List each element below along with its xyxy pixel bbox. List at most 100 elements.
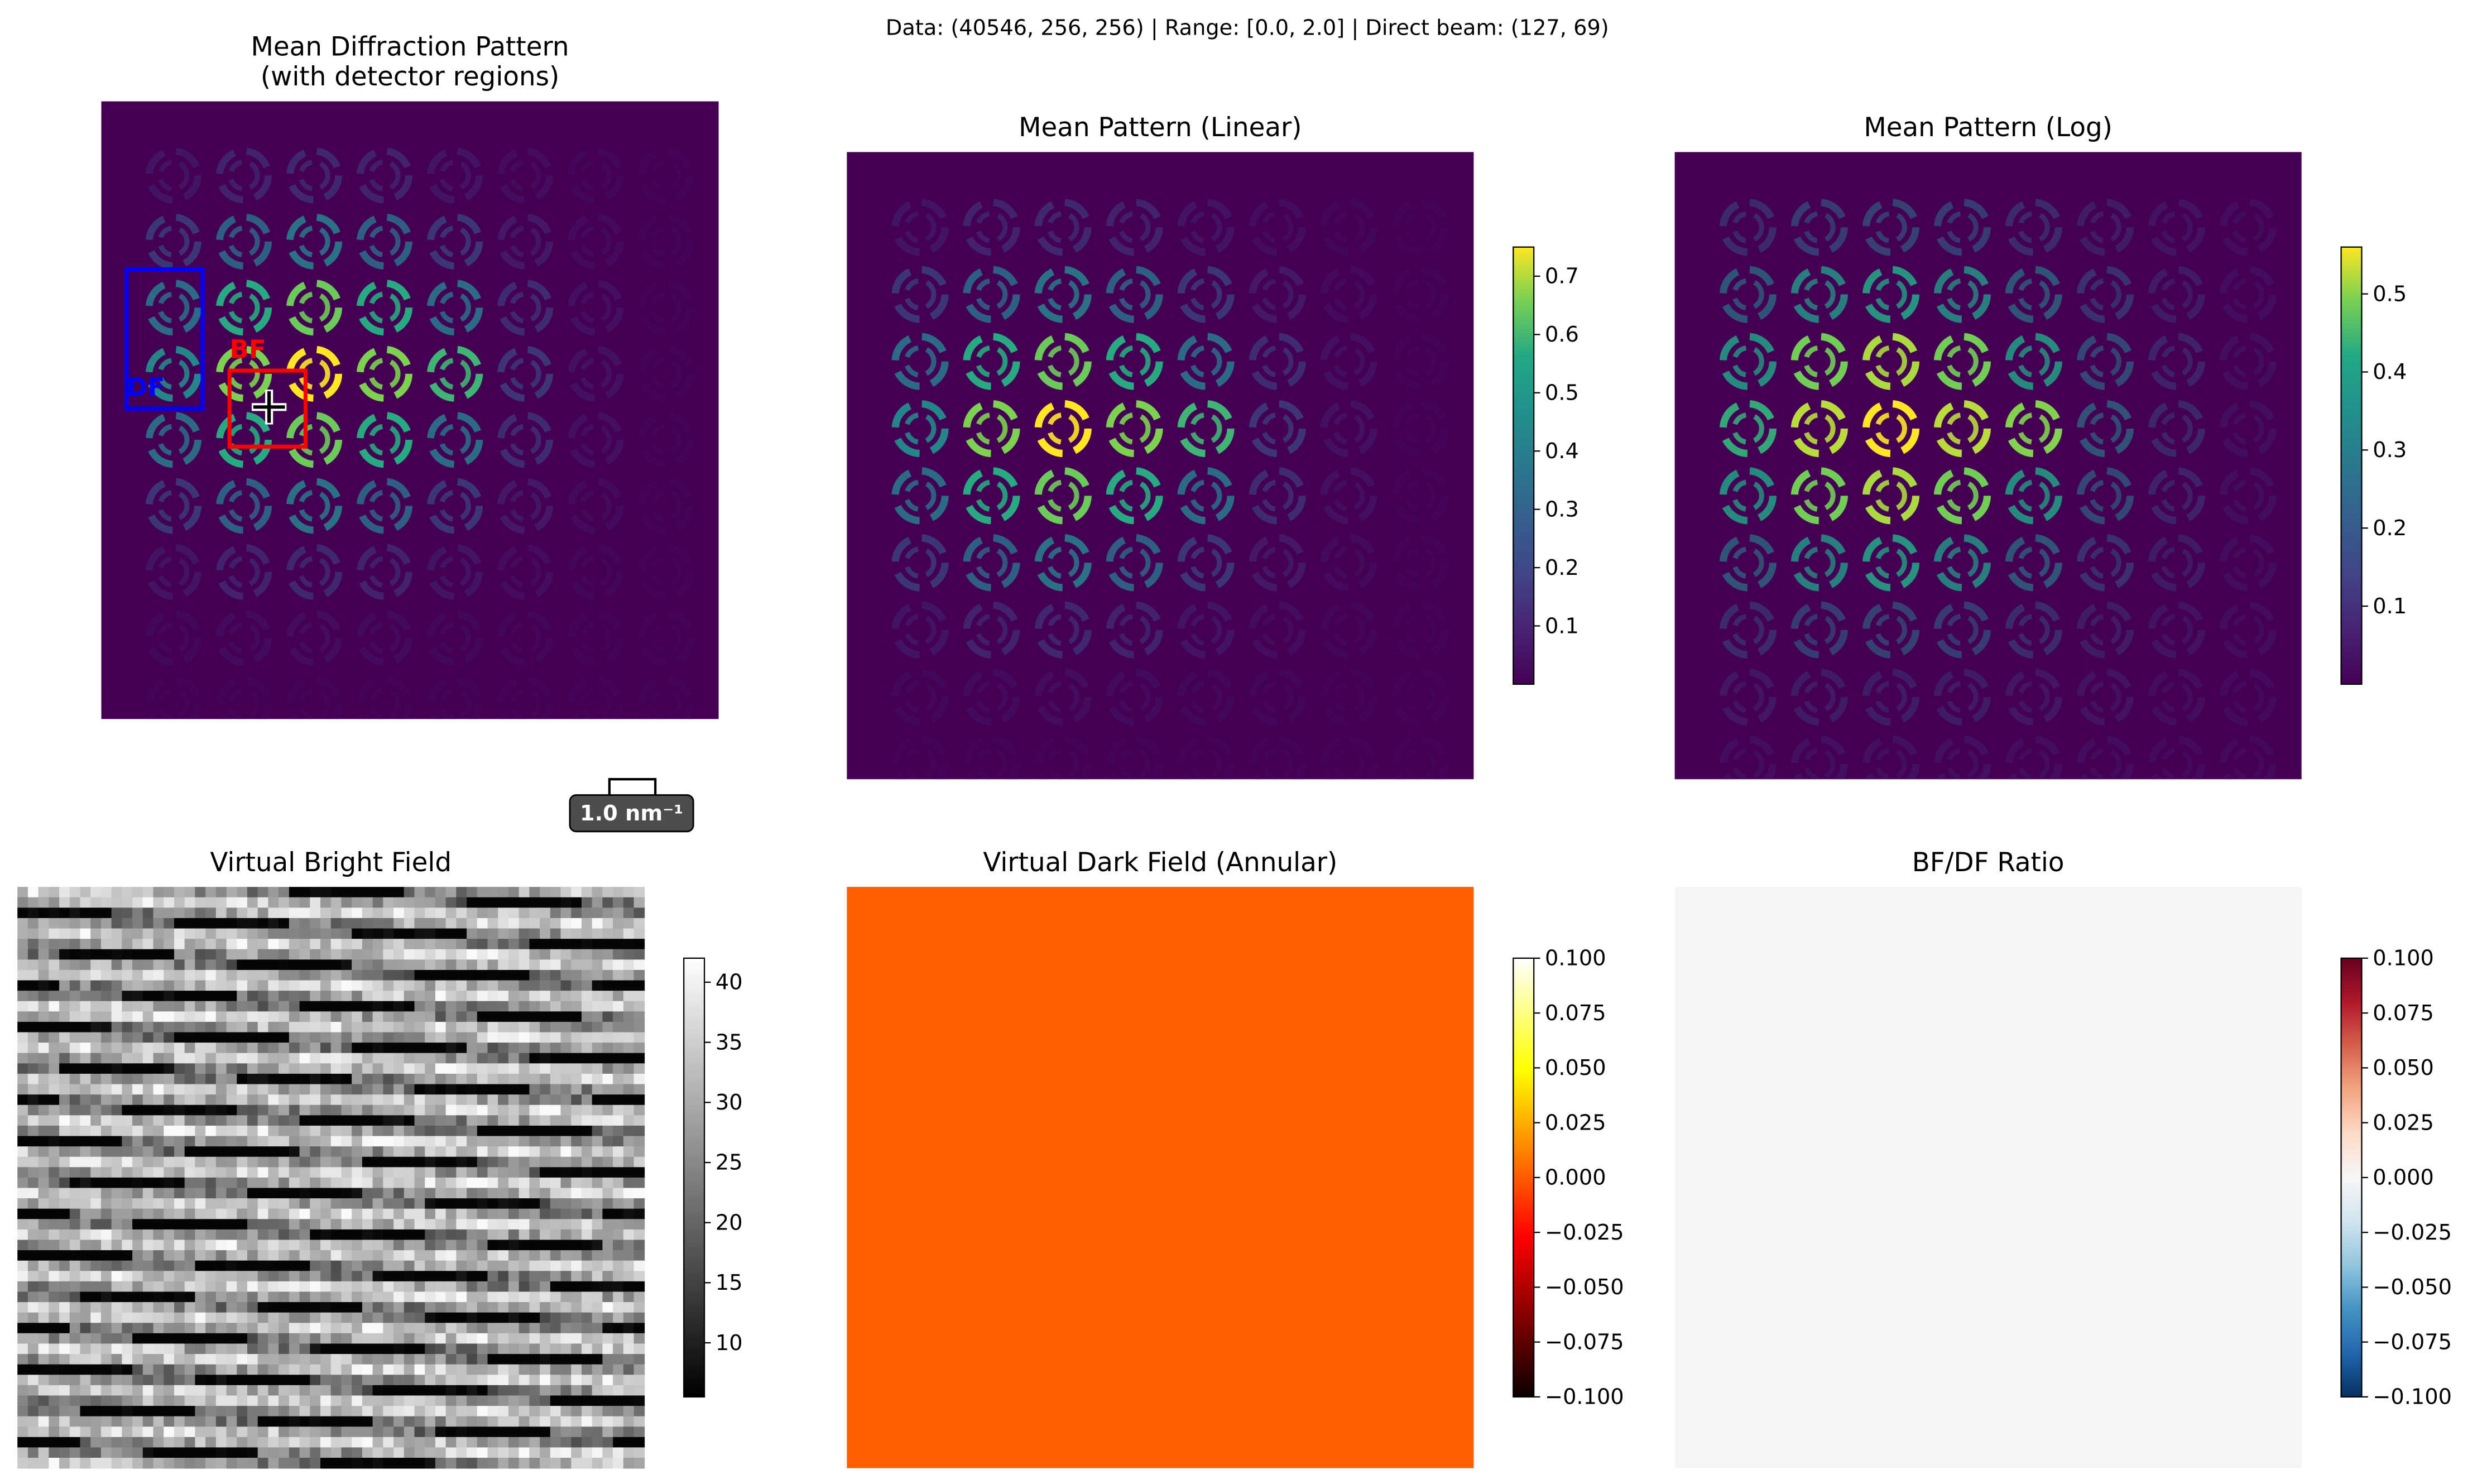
vbf-pixel <box>372 1021 384 1033</box>
vbf-pixel <box>352 1177 363 1189</box>
vbf-pixel <box>508 1177 520 1189</box>
vbf-pixel <box>122 1167 133 1178</box>
vbf-pixel <box>467 1312 478 1324</box>
diffraction-ring-inner <box>1261 345 1294 378</box>
vbf-pixel <box>613 907 624 919</box>
vbf-pixel <box>215 1447 227 1458</box>
vbf-pixel <box>571 1291 582 1303</box>
vbf-pixel <box>550 1343 561 1355</box>
vbf-pixel <box>17 1084 28 1095</box>
diffraction-ring-inner <box>1332 479 1365 512</box>
vbf-pixel <box>132 887 143 898</box>
vbf-pixel <box>404 1001 415 1012</box>
vbf-pixel <box>435 1011 447 1022</box>
vbf-pixel <box>122 1260 133 1272</box>
diffraction-ring-inner <box>1046 278 1079 311</box>
vbf-pixel <box>372 959 384 971</box>
vbf-pixel <box>226 1136 238 1147</box>
vbf-pixel <box>540 1312 551 1324</box>
vbf-pixel <box>257 928 269 939</box>
vbf-pixel <box>540 1208 551 1220</box>
diffraction-ring-inner <box>1118 278 1151 311</box>
vbf-pixel <box>341 1250 353 1261</box>
vbf-pixel <box>414 1458 426 1469</box>
vbf-pixel <box>174 949 185 960</box>
vbf-pixel <box>289 887 300 898</box>
vbf-pixel <box>592 1094 603 1106</box>
vbf-pixel <box>633 1437 645 1448</box>
vbf-pixel <box>456 991 467 1002</box>
vbf-pixel <box>174 928 185 939</box>
vbf-pixel <box>425 1053 436 1064</box>
diffraction-ring <box>356 213 412 270</box>
vbf-pixel <box>498 1416 509 1428</box>
vbf-pixel <box>132 1177 143 1189</box>
vbf-pixel <box>613 1198 624 1209</box>
vbf-pixel <box>550 1063 561 1074</box>
panel-mean-linear: Mean Pattern (Linear) 0.10.20.30.40.50.6… <box>847 113 1579 780</box>
vbf-pixel <box>49 1084 60 1095</box>
vbf-pixel <box>445 1021 457 1033</box>
vbf-pixel <box>17 1281 28 1293</box>
vbf-pixel <box>581 1323 593 1334</box>
vbf-pixel <box>205 1447 217 1458</box>
vbf-pixel <box>320 907 332 919</box>
vbf-pixel <box>299 1416 311 1428</box>
vbf-pixel <box>623 1011 635 1022</box>
vbf-pixel <box>90 1427 102 1438</box>
vbf-pixel <box>372 949 384 960</box>
vbf-pixel <box>540 1219 551 1230</box>
vbf-pixel <box>571 969 582 981</box>
vbf-pixel <box>195 1188 206 1199</box>
diffraction-ring-inner <box>1803 748 1836 780</box>
vbf-pixel <box>383 1146 394 1158</box>
vbf-pixel <box>122 1146 133 1158</box>
vbf-pixel <box>560 907 572 919</box>
vbf-pixel <box>467 959 478 971</box>
vbf-pixel <box>393 1001 405 1012</box>
vbf-pixel <box>425 1437 436 1448</box>
vbf-pixel <box>529 959 540 971</box>
vbf-pixel <box>49 980 60 991</box>
vbf-pixel <box>27 1250 39 1261</box>
vbf-pixel <box>310 959 321 971</box>
vbf-pixel <box>372 897 384 909</box>
diffraction-ring <box>1790 400 1848 457</box>
vbf-pixel <box>122 1043 133 1054</box>
vbf-pixel <box>289 1354 300 1365</box>
vbf-pixel <box>456 1146 467 1158</box>
vbf-pixel <box>393 1115 405 1126</box>
vbf-pixel <box>153 1343 165 1355</box>
vbf-pixel <box>372 1104 384 1116</box>
vbf-pixel <box>571 928 582 939</box>
vbf-pixel <box>425 1177 436 1189</box>
vbf-pixel <box>257 1001 269 1012</box>
scalebar-bracket <box>608 778 657 795</box>
vbf-pixel <box>341 1364 353 1376</box>
vbf-pixel <box>69 1208 81 1220</box>
vbf-pixel <box>174 991 185 1002</box>
diffraction-ring-inner <box>2160 546 2193 579</box>
vbf-pixel <box>100 1375 112 1386</box>
colorbar-tick-label: 0.100 <box>2373 946 2434 971</box>
vbf-pixel <box>445 887 457 898</box>
vbf-pixel <box>362 1240 373 1251</box>
vbf-pixel <box>372 1416 384 1428</box>
vbf-pixel <box>132 1146 143 1158</box>
vbf-pixel <box>174 1240 185 1251</box>
vbf-pixel <box>69 1354 81 1365</box>
vbf-pixel <box>581 1416 593 1428</box>
vbf-pixel <box>69 928 81 939</box>
vbf-pixel <box>215 1240 227 1251</box>
vbf-pixel <box>27 1240 39 1251</box>
vbf-pixel <box>633 1167 645 1178</box>
vbf-pixel <box>341 1458 353 1469</box>
vbf-pixel <box>100 1343 112 1355</box>
vbf-pixel <box>560 1385 572 1396</box>
vbf-pixel <box>425 1001 436 1012</box>
vbf-pixel <box>257 1063 269 1074</box>
diffraction-ring-inner <box>1875 345 1907 378</box>
vbf-pixel <box>362 1250 373 1261</box>
vbf-pixel <box>59 1427 70 1438</box>
